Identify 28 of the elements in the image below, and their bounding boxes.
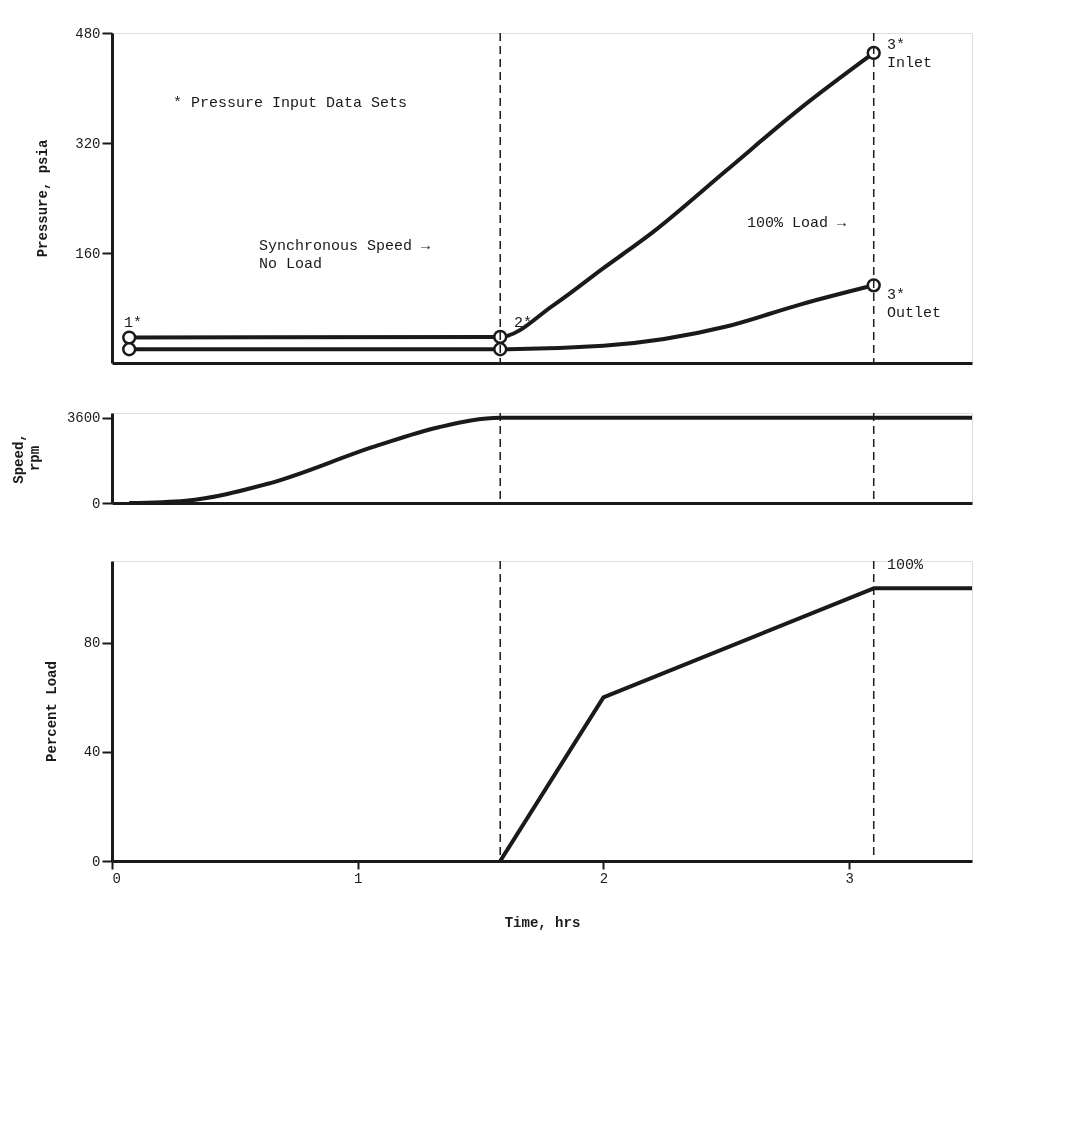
annotation: 100% Load →: [747, 215, 847, 232]
x-tick-label: 3: [845, 870, 854, 887]
annotation: 2*: [514, 315, 533, 332]
annotation: 1*: [124, 315, 143, 332]
y-tick-label: 3600: [66, 410, 101, 427]
y-tick-label: 160: [75, 245, 101, 262]
point: [866, 278, 881, 293]
y-tick-label: 80: [83, 635, 101, 652]
y-tick-label: 40: [83, 744, 101, 761]
x-tick-label: 2: [599, 870, 609, 887]
annotation: 100%: [887, 557, 924, 574]
y-axis-title: Percent Load: [43, 661, 60, 762]
y-tick-label: 480: [75, 25, 101, 42]
annotation: * Pressure Input Data Sets: [173, 95, 408, 112]
point: [866, 45, 881, 61]
y-axis-title: Pressure, psia: [35, 139, 52, 258]
y-tick-label: 0: [92, 853, 101, 870]
point: [122, 342, 137, 357]
x-tick-label: 0: [112, 870, 121, 887]
x-tick-label: 1: [354, 870, 363, 887]
y-tick-label: 0: [92, 495, 101, 512]
annotation: 3* Outlet: [887, 287, 942, 322]
x-axis-title: Time, hrs: [504, 914, 581, 931]
annotation: Synchronous Speed → No Load: [259, 238, 431, 273]
point: [122, 330, 137, 345]
y-tick-label: 320: [75, 135, 101, 152]
y-axis-title: Speed, rpm: [10, 433, 43, 484]
annotation: 3* Inlet: [887, 37, 933, 72]
